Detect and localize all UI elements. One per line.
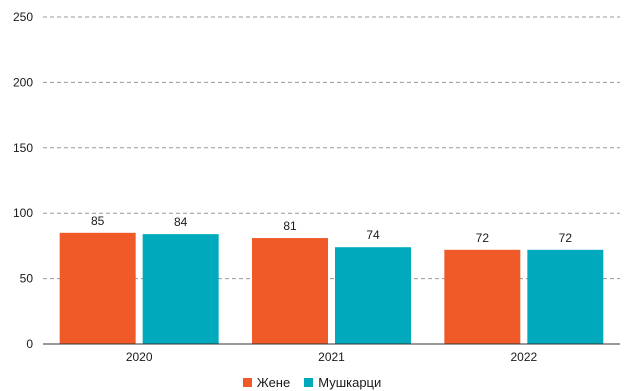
bars <box>59 232 604 344</box>
data-label: 84 <box>174 215 188 229</box>
y-tick-label: 150 <box>13 141 33 155</box>
legend-label: Мушкарци <box>318 374 382 390</box>
data-labels: 85 84 81 74 72 72 <box>91 214 572 245</box>
bar <box>335 247 411 344</box>
data-label: 72 <box>559 231 573 245</box>
data-label: 72 <box>476 231 490 245</box>
gridlines <box>43 16 620 280</box>
x-axis-ticks: 2020 2021 2022 <box>126 350 538 364</box>
legend-swatch <box>242 377 252 387</box>
y-tick-label: 0 <box>26 337 33 351</box>
y-tick-label: 200 <box>13 75 33 89</box>
bar <box>527 249 604 344</box>
data-label: 74 <box>366 228 380 242</box>
y-tick-label: 50 <box>20 272 34 286</box>
data-label: 81 <box>283 219 297 233</box>
x-tick-label: 2022 <box>510 350 537 364</box>
bar <box>252 238 328 344</box>
data-label: 85 <box>91 214 105 228</box>
bar <box>59 232 136 344</box>
legend-swatch <box>304 377 314 387</box>
x-tick-label: 2020 <box>126 350 153 364</box>
legend: Жене Мушкарци <box>0 373 624 391</box>
x-tick-label: 2021 <box>318 350 345 364</box>
legend-item-series-1: Мушкарци <box>304 375 381 390</box>
y-tick-label: 100 <box>13 206 33 220</box>
bar <box>142 234 219 344</box>
legend-item-series-0: Жене <box>242 374 291 390</box>
bar <box>444 249 521 344</box>
legend-label: Жене <box>256 374 291 390</box>
y-axis-ticks: 0 50 100 150 200 250 <box>13 10 33 351</box>
y-tick-label: 250 <box>13 10 33 24</box>
